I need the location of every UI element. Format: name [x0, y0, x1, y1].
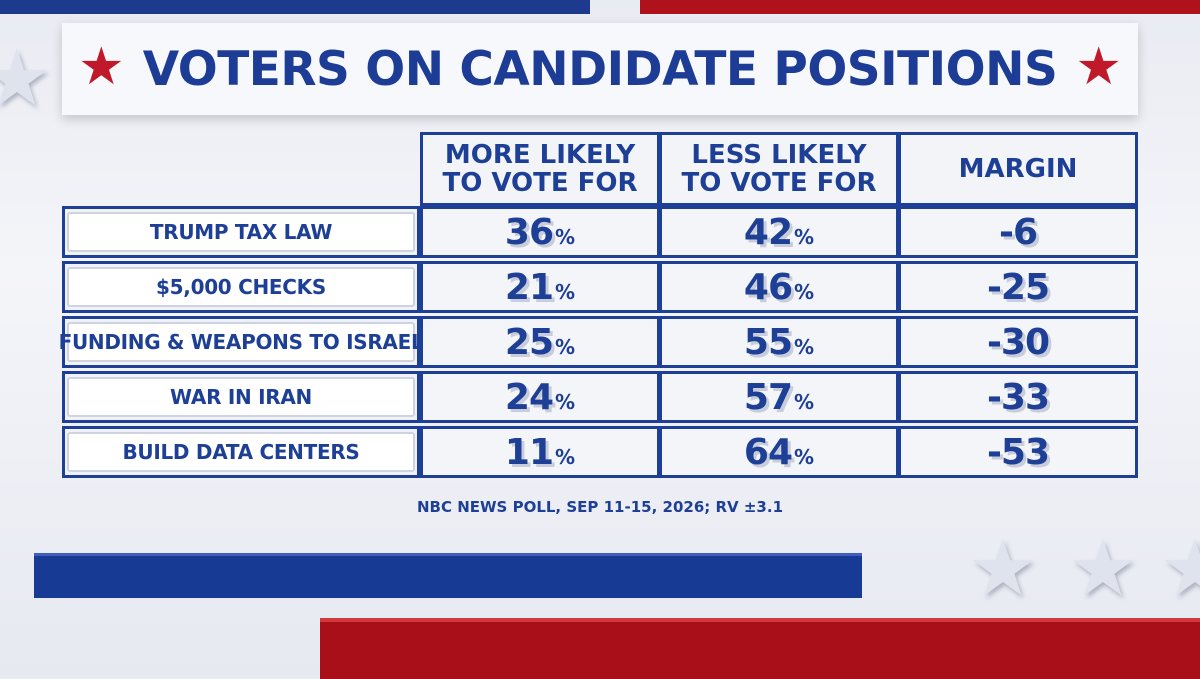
poll-table: MORE LIKELY TO VOTE FOR LESS LIKELY TO VOTE… [59, 132, 1138, 484]
cell-margin: -25 [898, 261, 1138, 313]
cell-value: 36 [504, 211, 554, 253]
cell-margin: -33 [898, 371, 1138, 423]
header-less-likely: LESS LIKELY TO VOTE FOR [659, 132, 899, 206]
row-label-text: BUILD DATA CENTERS [67, 432, 415, 472]
cell-more: 25% [420, 316, 660, 368]
star-icon: ★ [0, 34, 52, 124]
header-more-likely: MORE LIKELY TO VOTE FOR [420, 132, 660, 206]
percent-sign: % [794, 445, 815, 469]
percent-sign: % [555, 390, 576, 414]
cell-value: 25 [504, 321, 554, 363]
source-note: NBC NEWS POLL, SEP 11-15, 2026; RV ±3.1 [416, 498, 784, 516]
cell-value: 57 [743, 376, 793, 418]
cell-more: 11% [420, 426, 660, 478]
cell-margin: -30 [898, 316, 1138, 368]
row-label: FUNDING & WEAPONS TO ISRAEL [59, 316, 424, 368]
percent-sign: % [794, 225, 815, 249]
cell-more: 24% [420, 371, 660, 423]
row-label-text: WAR IN IRAN [67, 377, 415, 417]
cell-value: -30 [986, 321, 1050, 363]
bottom-red-stripe [320, 618, 1200, 679]
cell-value: 21 [504, 266, 554, 308]
cell-value: 55 [743, 321, 793, 363]
cell-less: 46% [659, 261, 899, 313]
cell-more: 21% [420, 261, 660, 313]
header-margin: MARGIN [898, 132, 1138, 206]
cell-margin: -6 [898, 206, 1138, 258]
percent-sign: % [555, 335, 576, 359]
top-blue-stripe [0, 0, 590, 14]
cell-less: 42% [659, 206, 899, 258]
cell-less: 55% [659, 316, 899, 368]
star-icon: ★ [1068, 524, 1138, 614]
star-icon: ★ [78, 37, 125, 97]
bottom-blue-stripe [34, 553, 862, 598]
cell-less: 57% [659, 371, 899, 423]
star-icon: ★ [1075, 37, 1122, 97]
cell-value: 46 [743, 266, 793, 308]
percent-sign: % [555, 280, 576, 304]
row-label: $5,000 CHECKS [62, 261, 420, 313]
star-icon: ★ [1160, 524, 1200, 614]
row-label: TRUMP TAX LAW [62, 206, 420, 258]
cell-value: -6 [999, 211, 1038, 253]
cell-value: -53 [986, 431, 1050, 473]
row-label: WAR IN IRAN [62, 371, 420, 423]
cell-less: 64% [659, 426, 899, 478]
cell-value: 11 [504, 431, 554, 473]
row-label-text: $5,000 CHECKS [67, 267, 415, 307]
percent-sign: % [794, 335, 815, 359]
row-label-text: TRUMP TAX LAW [67, 212, 415, 252]
percent-sign: % [794, 280, 815, 304]
row-label-text: FUNDING & WEAPONS TO ISRAEL [59, 322, 424, 362]
cell-value: 24 [504, 376, 554, 418]
cell-more: 36% [420, 206, 660, 258]
percent-sign: % [794, 390, 815, 414]
percent-sign: % [555, 225, 576, 249]
top-red-stripe [640, 0, 1200, 14]
cell-value: 64 [743, 431, 793, 473]
cell-margin: -53 [898, 426, 1138, 478]
title-banner: ★ VOTERS ON CANDIDATE POSITIONS ★ [62, 23, 1138, 115]
cell-value: -33 [986, 376, 1050, 418]
percent-sign: % [555, 445, 576, 469]
star-icon: ★ [968, 524, 1038, 614]
row-label: BUILD DATA CENTERS [62, 426, 420, 478]
cell-value: -25 [986, 266, 1050, 308]
cell-value: 42 [743, 211, 793, 253]
page-title: VOTERS ON CANDIDATE POSITIONS [142, 41, 1058, 97]
